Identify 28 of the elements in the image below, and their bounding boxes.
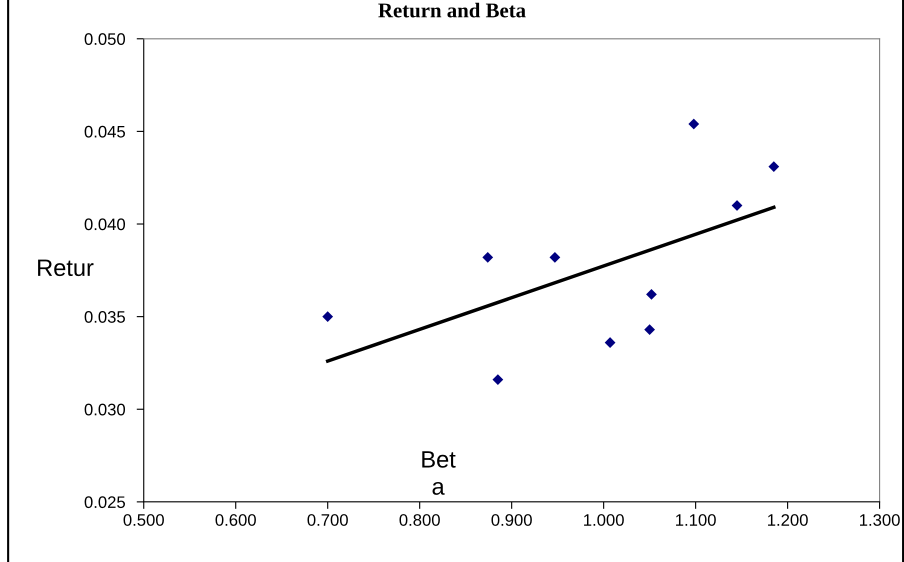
x-tick-label: 0.900: [491, 514, 532, 526]
x-tick-label: 1.200: [768, 514, 808, 526]
x-tick-label: 1.100: [676, 514, 716, 526]
point: [688, 118, 700, 130]
y-tick-label: 0.045: [84, 126, 125, 138]
x-axis-title: Bet a: [422, 451, 456, 495]
y-tick-label: 0.050: [84, 33, 126, 45]
y-tick-label: 0.025: [84, 496, 125, 508]
point: [646, 289, 657, 300]
x-tick-label: 0.800: [399, 514, 440, 526]
x-tick-label: 0.500: [124, 514, 164, 526]
x-tick-label: 0.700: [308, 514, 348, 526]
point: [482, 252, 494, 263]
x-tick-label: 1.000: [584, 514, 624, 526]
point: [768, 161, 780, 172]
point: [604, 337, 616, 348]
point: [644, 324, 656, 335]
y-tick-label: 0.040: [84, 218, 126, 230]
point: [492, 374, 504, 385]
point: [732, 200, 742, 211]
chart-title: Return and Beta: [378, 2, 526, 18]
y-tick-label: 0.030: [84, 404, 126, 416]
point: [550, 252, 560, 263]
x-tick-label: 1.300: [860, 514, 900, 526]
point: [322, 311, 334, 322]
x-tick-label: 0.600: [216, 514, 256, 526]
y-tick-label: 0.035: [84, 311, 125, 323]
y-axis-title: Retur: [38, 260, 94, 276]
